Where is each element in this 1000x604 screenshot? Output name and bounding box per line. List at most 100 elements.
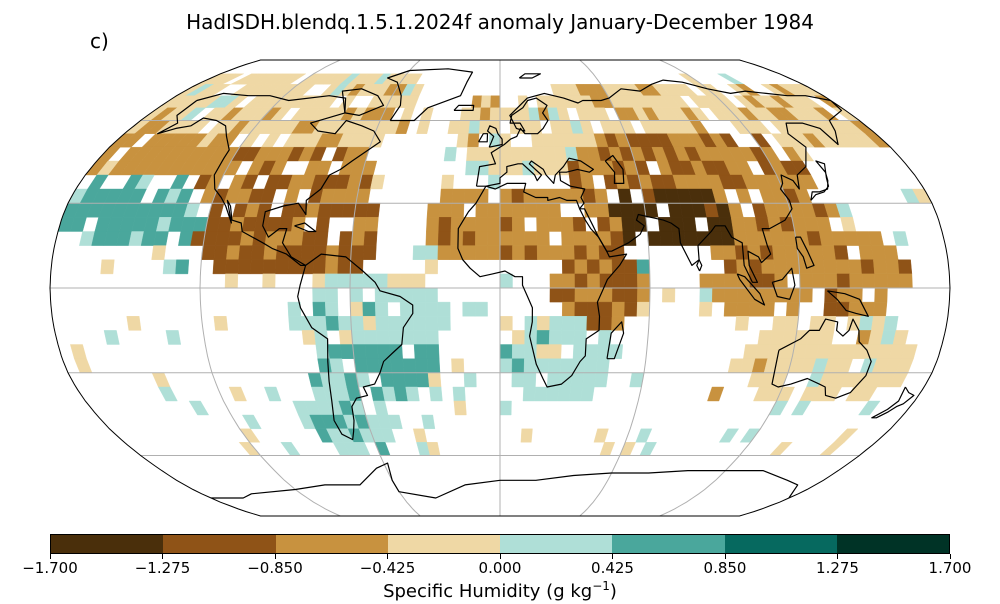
- anomaly-cell: [420, 108, 433, 121]
- anomaly-cell: [413, 246, 426, 260]
- anomaly-cell: [537, 316, 550, 330]
- anomaly-cell: [536, 203, 549, 217]
- anomaly-cell: [413, 330, 426, 344]
- anomaly-cell: [313, 288, 326, 302]
- anomaly-cell: [562, 246, 575, 260]
- anomaly-cell: [893, 232, 909, 246]
- anomaly-cell: [326, 246, 339, 260]
- anomaly-cell: [417, 121, 431, 134]
- anomaly-cell: [101, 260, 115, 274]
- anomaly-cell: [475, 232, 487, 246]
- anomaly-cell: [696, 232, 710, 246]
- anomaly-cell: [724, 260, 737, 274]
- anomaly-cell: [375, 288, 388, 302]
- anomaly-cell: [537, 232, 550, 246]
- anomaly-cell: [512, 359, 524, 373]
- anomaly-cell: [594, 373, 608, 387]
- anomaly-cell: [511, 161, 523, 175]
- anomaly-cell: [254, 217, 269, 231]
- anomaly-cell: [318, 203, 332, 217]
- anomaly-cell: [429, 387, 442, 401]
- anomaly-cell: [166, 330, 181, 344]
- anomaly-cell: [770, 232, 785, 246]
- anomaly-cell: [583, 189, 597, 203]
- anomaly-cell: [481, 96, 491, 108]
- anomaly-cell: [850, 274, 863, 288]
- anomaly-cell: [561, 232, 574, 246]
- anomaly-cell: [444, 147, 457, 161]
- anomaly-cell: [263, 274, 276, 288]
- anomaly-cell: [709, 232, 723, 246]
- anomaly-cell: [612, 274, 625, 288]
- anomaly-cell: [500, 147, 511, 161]
- anomaly-cell: [451, 217, 464, 231]
- anomaly-cell: [596, 359, 610, 373]
- anomaly-cell: [438, 246, 451, 260]
- anomaly-cell: [325, 288, 338, 302]
- anomaly-cell: [583, 373, 597, 387]
- anomaly-cell: [229, 387, 247, 401]
- anomaly-cell: [825, 288, 838, 302]
- anomaly-cell: [637, 260, 650, 274]
- anomaly-cell: [338, 246, 351, 260]
- anomaly-cell: [500, 203, 512, 217]
- anomaly-cell: [463, 302, 476, 316]
- anomaly-cell: [97, 147, 121, 161]
- anomaly-cell: [414, 345, 427, 359]
- robinson-world-map: [0, 0, 1000, 530]
- anomaly-cell: [366, 203, 380, 217]
- anomaly-cell: [464, 189, 476, 203]
- anomaly-cell: [725, 274, 738, 288]
- anomaly-cell: [478, 147, 490, 161]
- anomaly-cell: [584, 359, 597, 373]
- anomaly-cell: [575, 274, 588, 288]
- anomaly-cell: [543, 147, 556, 161]
- anomaly-cell: [401, 316, 414, 330]
- anomaly-cell: [500, 246, 512, 260]
- anomaly-cell: [404, 373, 418, 387]
- colorbar-swatch: [837, 535, 949, 553]
- anomaly-cell: [325, 302, 338, 316]
- anomaly-cell: [376, 330, 389, 344]
- anomaly-cell: [537, 217, 550, 231]
- anomaly-cell: [610, 345, 623, 359]
- anomaly-cell: [422, 415, 435, 429]
- anomaly-cell: [158, 387, 177, 401]
- anomaly-cell: [884, 316, 899, 330]
- anomaly-cell: [699, 302, 712, 316]
- anomaly-cell: [391, 359, 405, 373]
- anomaly-cell: [454, 401, 467, 415]
- anomaly-cell: [338, 274, 351, 288]
- anomaly-cell: [549, 345, 562, 359]
- anomaly-cell: [599, 316, 612, 330]
- anomaly-cell: [791, 401, 811, 415]
- anomaly-cell: [574, 330, 587, 344]
- anomaly-cell: [575, 302, 588, 316]
- anomaly-cell: [719, 429, 739, 443]
- anomaly-cell: [325, 274, 338, 288]
- anomaly-cell: [721, 232, 735, 246]
- anomaly-cell: [428, 373, 441, 387]
- anomaly-cell: [163, 260, 177, 274]
- anomaly-cell: [719, 217, 733, 231]
- anomaly-cell: [535, 189, 548, 203]
- anomaly-cell: [289, 316, 303, 330]
- anomaly-cell: [352, 232, 365, 246]
- anomaly-cell: [375, 302, 388, 316]
- anomaly-cell: [611, 232, 624, 246]
- anomaly-cell: [524, 189, 536, 203]
- anomaly-cell: [848, 260, 862, 274]
- anomaly-cell: [392, 373, 406, 387]
- anomaly-cell: [618, 189, 632, 203]
- anomaly-cell: [636, 429, 652, 443]
- anomaly-cell: [154, 232, 169, 246]
- anomaly-cell: [451, 232, 464, 246]
- anomaly-cell: [464, 373, 476, 387]
- anomaly-cell: [340, 345, 354, 359]
- anomaly-cell: [74, 359, 92, 373]
- anomaly-cell: [380, 373, 394, 387]
- anomaly-cell: [511, 147, 523, 161]
- anomaly-cell: [451, 203, 464, 217]
- anomaly-cell: [559, 189, 572, 203]
- anomaly-cell: [314, 232, 328, 246]
